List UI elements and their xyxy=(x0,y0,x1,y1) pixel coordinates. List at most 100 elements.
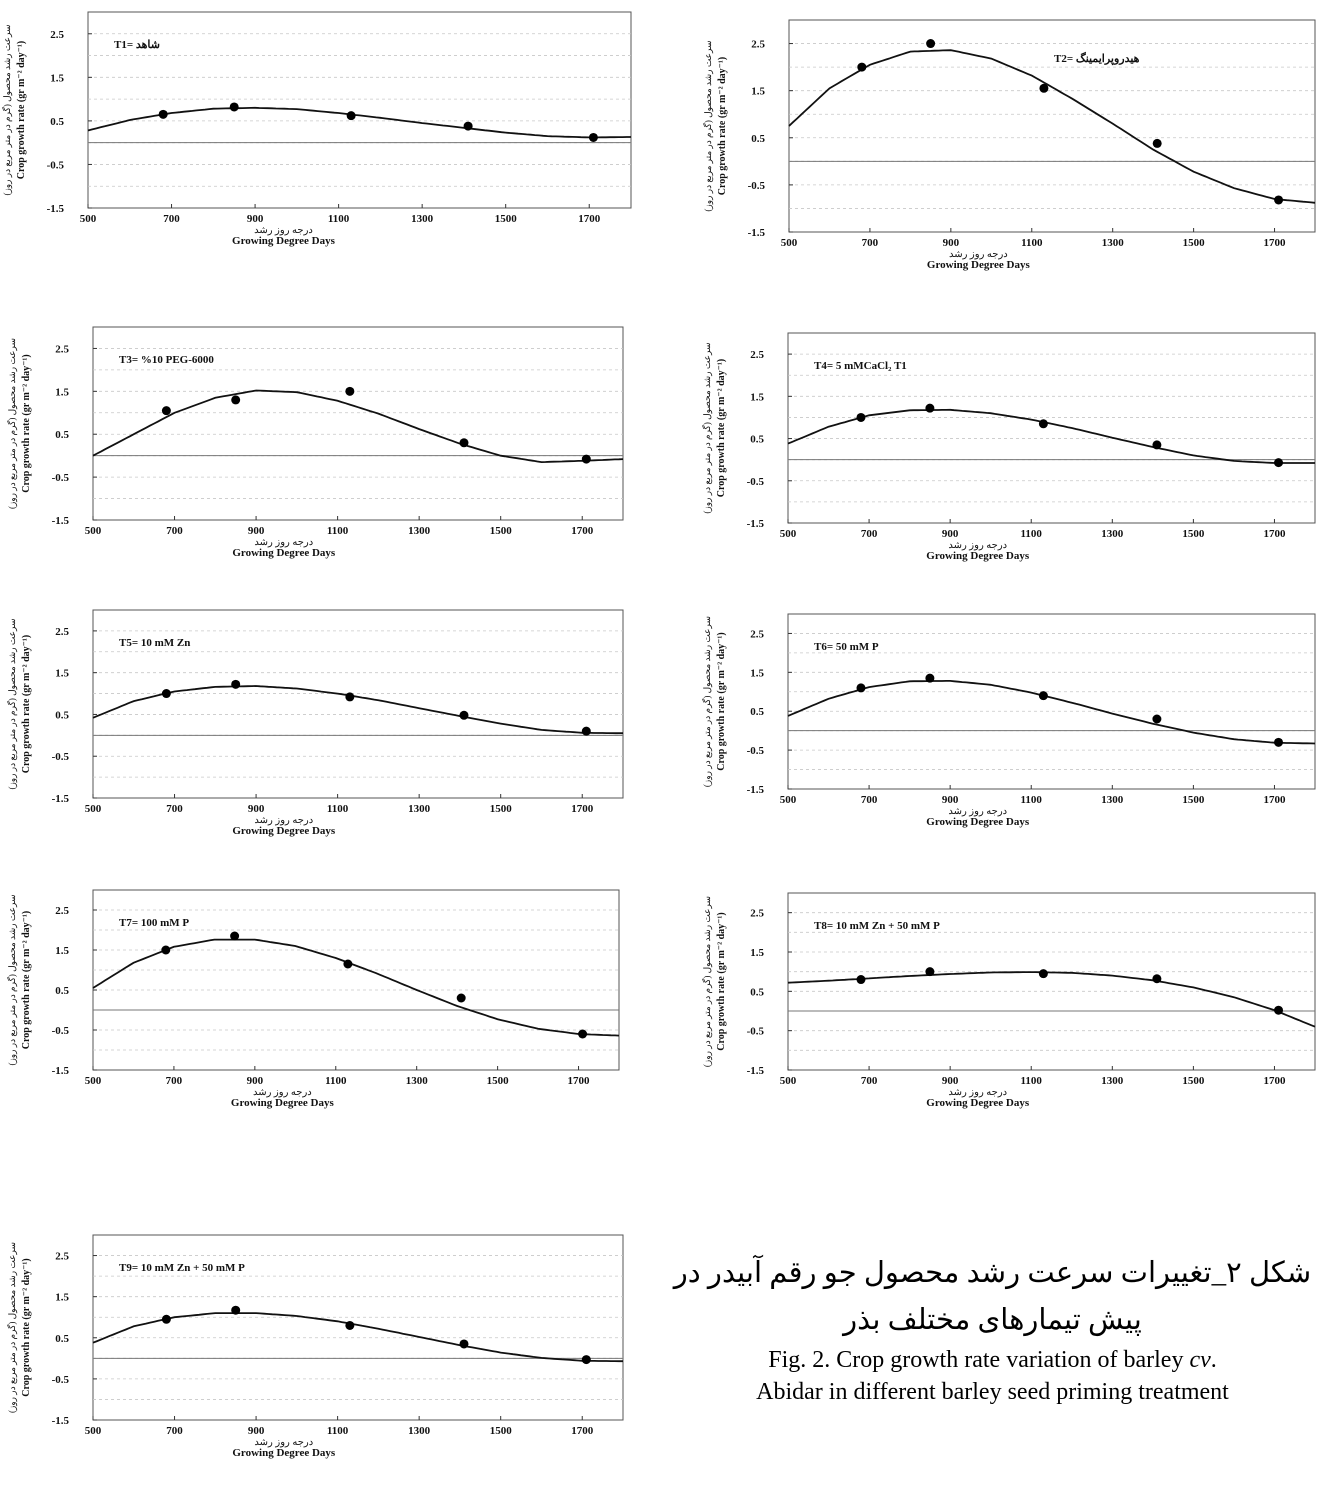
y-tick-label: -0.5 xyxy=(52,1025,70,1037)
y-tick-label: -0.5 xyxy=(52,751,70,763)
y-axis-label: Crop growth rate (gr m⁻² day⁻¹) xyxy=(717,57,728,195)
y-axis-label-fa: سرعت رشد محصول (گرم در متر مربع در روز) xyxy=(702,40,714,211)
data-point xyxy=(1152,974,1161,983)
y-tick-label: 0.5 xyxy=(750,706,764,718)
y-tick-label: 0.5 xyxy=(55,709,69,721)
data-point xyxy=(460,1339,469,1348)
y-tick-label: -1.5 xyxy=(52,1415,70,1427)
x-tick-label: 900 xyxy=(248,803,265,815)
data-point xyxy=(230,102,239,111)
x-tick-label: 1300 xyxy=(1102,237,1125,249)
data-point xyxy=(457,994,466,1003)
y-tick-label: -0.5 xyxy=(747,1026,765,1038)
x-tick-label: 900 xyxy=(247,213,264,225)
panel-title: T1= شاهد xyxy=(114,39,160,51)
y-tick-label: 2.5 xyxy=(55,905,69,917)
data-point xyxy=(925,404,934,413)
data-point xyxy=(347,111,356,120)
data-point xyxy=(1039,969,1048,978)
y-tick-label: 1.5 xyxy=(55,668,69,680)
x-tick-label: 1300 xyxy=(408,803,431,815)
data-point xyxy=(345,1321,354,1330)
y-tick-label: 0.5 xyxy=(750,986,764,998)
chart-panel-8: -1.5-0.50.51.52.5500 700 900 1100 1300 1500 17… xyxy=(701,893,1315,1109)
x-tick-label: 1700 xyxy=(571,803,594,815)
y-axis-label: Crop growth rate (gr m⁻² day⁻¹) xyxy=(21,635,32,773)
caption-persian-line-1: شکل ۲_تغییرات سرعت رشد محصول جو رقم آبید… xyxy=(660,1255,1325,1290)
data-point xyxy=(162,1315,171,1324)
y-tick-label: -0.5 xyxy=(52,472,70,484)
y-tick-label: 2.5 xyxy=(751,39,765,51)
y-tick-label: -1.5 xyxy=(747,1065,765,1077)
plot-frame xyxy=(789,20,1315,232)
y-tick-label: 2.5 xyxy=(750,628,764,640)
fitted-curve xyxy=(789,50,1315,203)
data-point xyxy=(460,711,469,720)
y-tick-label: 0.5 xyxy=(55,429,69,441)
y-tick-label: 0.5 xyxy=(55,1333,69,1345)
x-axis-label: Growing Degree Days xyxy=(927,259,1031,271)
x-tick-label: 1700 xyxy=(568,1075,591,1087)
x-tick-label: 700 xyxy=(163,213,180,225)
x-tick-label: 1300 xyxy=(408,525,431,537)
x-tick-label: 900 xyxy=(942,794,959,806)
x-axis-label: Growing Degree Days xyxy=(232,235,336,247)
data-point xyxy=(1039,691,1048,700)
y-axis-label-fa: سرعت رشد محصول (گرم در متر مربع در روز) xyxy=(6,1242,18,1413)
data-point xyxy=(460,438,469,447)
y-tick-label: -0.5 xyxy=(748,180,766,192)
data-point xyxy=(162,406,171,415)
x-tick-label: 1700 xyxy=(1264,237,1287,249)
x-axis-label: Growing Degree Days xyxy=(926,550,1030,562)
data-point xyxy=(159,110,168,119)
x-tick-label: 700 xyxy=(862,237,879,249)
x-tick-label: 1300 xyxy=(411,213,434,225)
x-tick-label: 1500 xyxy=(495,213,518,225)
x-tick-label: 500 xyxy=(85,525,102,537)
x-tick-label: 500 xyxy=(80,213,97,225)
x-tick-label: 700 xyxy=(861,528,878,540)
x-tick-label: 1500 xyxy=(490,525,513,537)
panel-title: T4= 5 mMCaCl₂ T1 xyxy=(814,360,907,372)
y-tick-label: -1.5 xyxy=(747,518,765,530)
x-tick-label: 1100 xyxy=(1021,237,1043,249)
x-tick-label: 900 xyxy=(943,237,960,249)
y-axis-label-fa: سرعت رشد محصول (گرم در متر مربع در روز) xyxy=(701,616,713,787)
y-axis-label-fa: سرعت رشد محصول (گرم در متر مربع در روز) xyxy=(701,896,713,1067)
caption-english-cv: cv xyxy=(1189,1347,1210,1373)
panel-title: T2= هیدروپرایمینگ xyxy=(1054,51,1140,65)
x-axis-label: Growing Degree Days xyxy=(232,1447,336,1459)
x-tick-label: 700 xyxy=(861,794,878,806)
y-axis-label: Crop growth rate (gr m⁻² day⁻¹) xyxy=(21,1258,32,1396)
data-point xyxy=(1274,195,1283,204)
chart-panel-5: -1.5 -0.5 0.5 1.5 2.5 500 700 900 1100 1300 1500 17… xyxy=(6,610,623,837)
x-tick-label: 1700 xyxy=(1263,528,1286,540)
y-tick-label: 2.5 xyxy=(750,908,764,920)
y-tick-label: -1.5 xyxy=(52,1065,70,1077)
y-axis-label: Crop growth rate (gr m⁻² day⁻¹) xyxy=(716,912,727,1050)
fitted-curve xyxy=(93,940,619,1036)
x-tick-label: 1100 xyxy=(328,213,350,225)
y-tick-label: 2.5 xyxy=(55,343,69,355)
panel-title: T3= %10 PEG-6000 xyxy=(119,354,214,366)
fitted-curve xyxy=(788,972,1315,1027)
x-tick-label: 1100 xyxy=(327,1425,349,1437)
x-tick-label: 1100 xyxy=(327,525,349,537)
fitted-curve xyxy=(88,108,631,138)
y-tick-label: -1.5 xyxy=(748,227,766,239)
y-tick-label: -0.5 xyxy=(47,159,65,171)
y-axis-label-fa: سرعت رشد محصول (گرم در متر مربع در روز) xyxy=(6,618,18,789)
x-tick-label: 1500 xyxy=(1182,1075,1205,1087)
x-tick-label: 900 xyxy=(942,1075,959,1087)
y-tick-label: 1.5 xyxy=(750,947,764,959)
x-tick-label: 1100 xyxy=(1021,794,1043,806)
x-tick-label: 1300 xyxy=(1101,794,1124,806)
x-tick-label: 700 xyxy=(166,1425,183,1437)
x-tick-label: 700 xyxy=(166,525,183,537)
y-axis-label-fa: سرعت رشد محصول (گرم در متر مربع در روز) xyxy=(6,894,18,1065)
data-point xyxy=(926,39,935,48)
data-point xyxy=(343,960,352,969)
data-point xyxy=(582,455,591,464)
caption-english-suffix: . xyxy=(1211,1347,1217,1373)
x-tick-label: 1500 xyxy=(1182,528,1205,540)
